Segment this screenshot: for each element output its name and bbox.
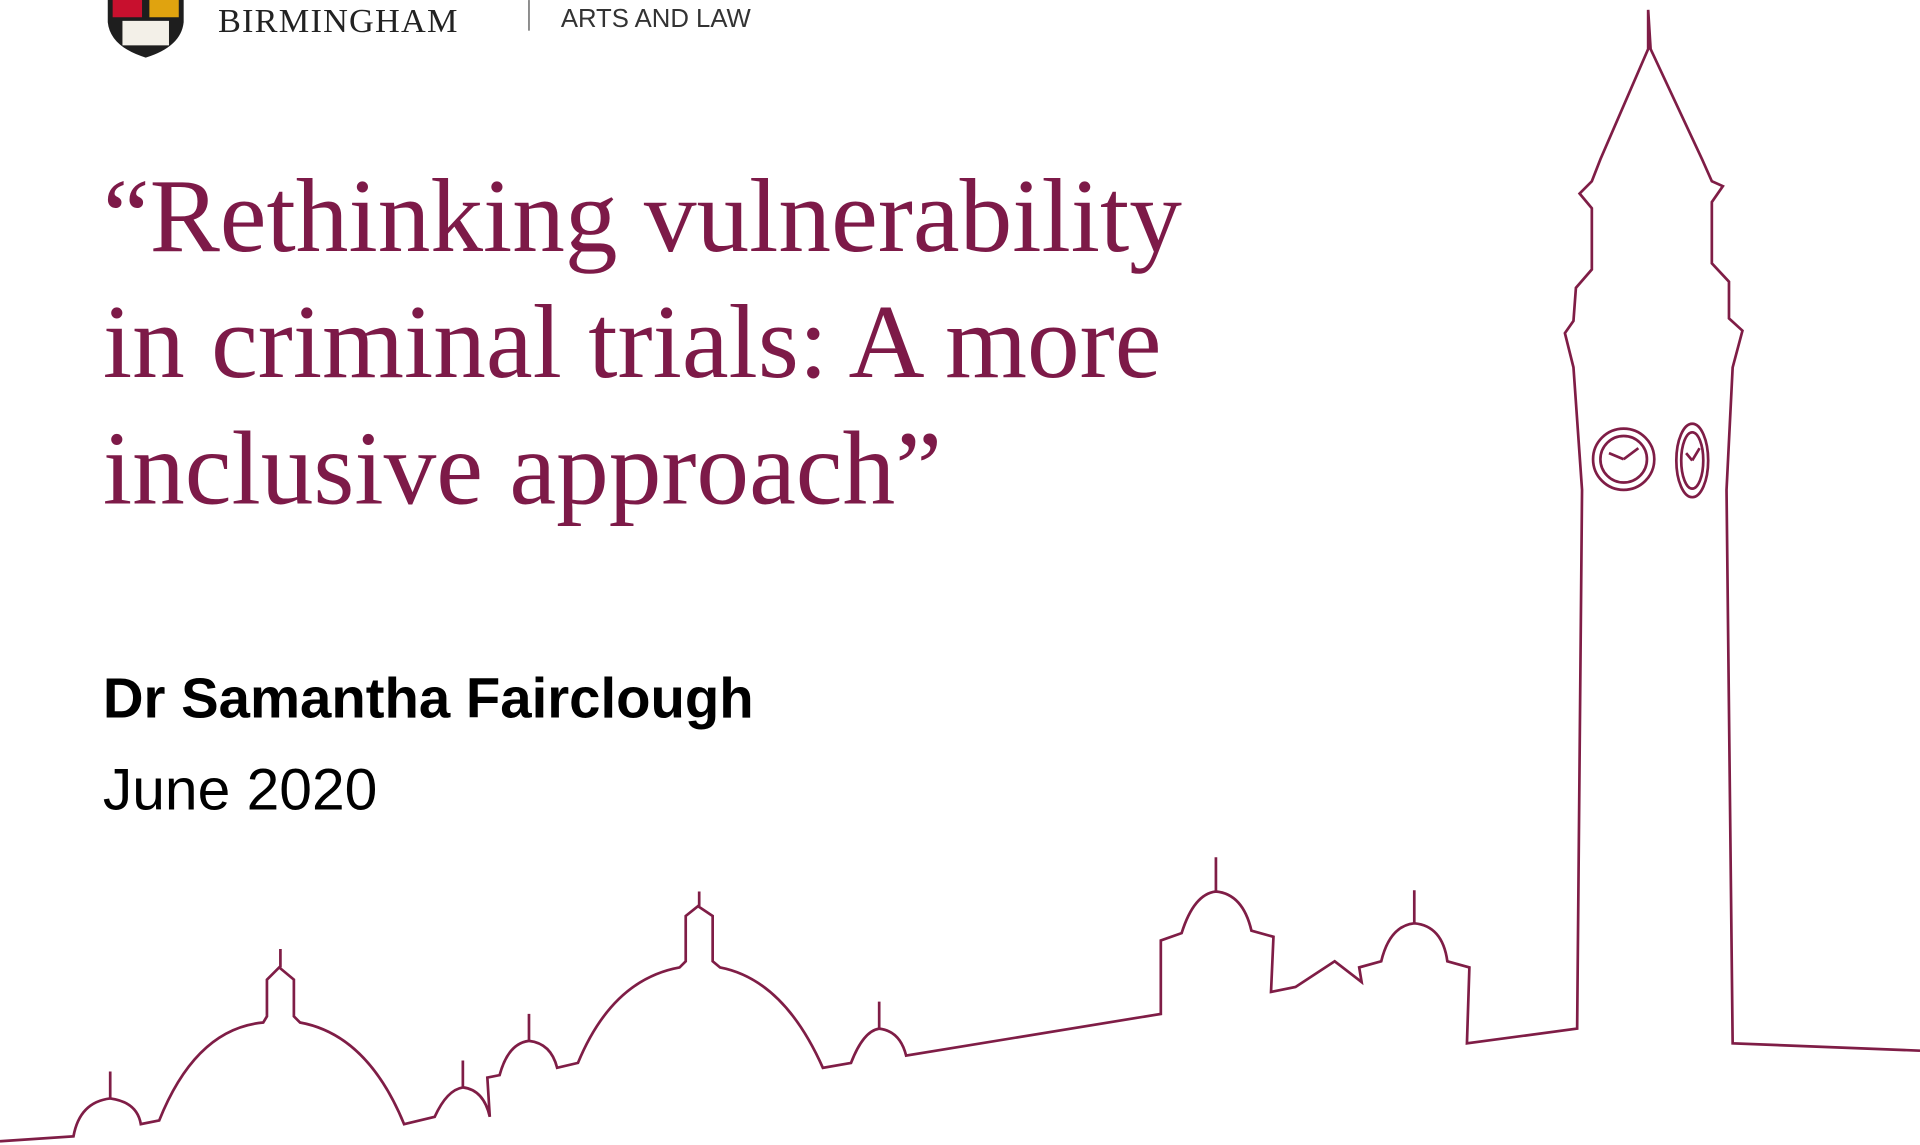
clock-hands [1608, 447, 1640, 461]
title-line: in criminal trials: A more [103, 283, 1162, 400]
date: June 2020 [103, 757, 377, 822]
title-line: “Rethinking vulnerability [103, 157, 1182, 274]
shield-quarter [149, 0, 179, 18]
spires [108, 857, 1416, 1099]
skyline-outline [0, 9, 1920, 1143]
clock [1674, 422, 1710, 499]
shield-quarter [112, 0, 143, 18]
clock [1599, 434, 1649, 484]
clock [1679, 430, 1705, 490]
logo: BIRMINGHAM ARTS AND LAW [107, 0, 752, 58]
college: ARTS AND LAW [561, 5, 752, 33]
title-line: inclusive approach” [103, 409, 942, 526]
title: “Rethinking vulnerability in criminal tr… [103, 157, 1182, 526]
clock [1591, 427, 1656, 492]
shield-book [122, 20, 169, 46]
skyline [0, 9, 1920, 1143]
author: Dr Samantha Fairclough [103, 667, 754, 730]
institution: BIRMINGHAM [218, 2, 459, 40]
clock-hands [1685, 447, 1701, 462]
